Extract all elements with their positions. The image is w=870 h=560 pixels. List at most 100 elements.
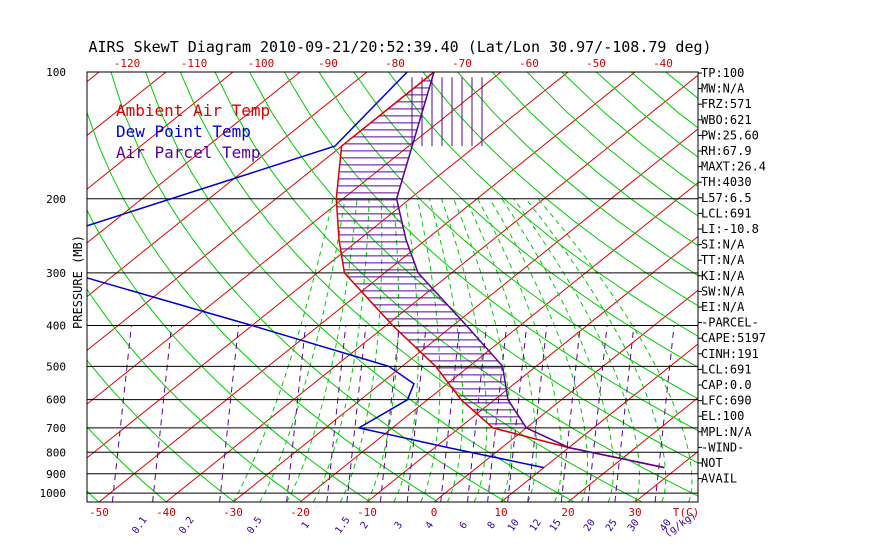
bottom-temp-tick-label: -40 — [156, 506, 176, 519]
side-panel-item: LCL:691 — [701, 362, 752, 376]
grid-lines — [0, 72, 870, 502]
bottom-temp-tick-label: -10 — [357, 506, 377, 519]
dry-adiabat-line — [87, 426, 167, 502]
pressure-tick-label: 1000 — [40, 487, 67, 500]
moist-adiabat-line — [513, 198, 641, 502]
top-temp-tick-label: -40 — [653, 57, 673, 70]
mixing-ratio-label: 4 — [424, 520, 436, 531]
mixing-ratio-line — [560, 325, 581, 502]
x-axis-label: T(C) — [673, 506, 700, 519]
moist-adiabat-line — [232, 198, 334, 502]
mixing-ratio-line — [326, 325, 347, 502]
isotherm-line — [232, 128, 698, 502]
dry-adiabat-line — [0, 72, 31, 502]
side-panel-item: EL:100 — [701, 409, 744, 423]
dry-adiabat-line — [283, 72, 698, 432]
dry-adiabat-line — [526, 72, 698, 217]
dry-adiabat-line — [214, 72, 698, 497]
moist-adiabat-line — [489, 198, 589, 502]
dry-adiabat-line — [87, 110, 439, 502]
isotherm-line — [433, 289, 698, 502]
side-panel-item: CAP:0.0 — [701, 378, 752, 392]
side-panel-item: LCL:691 — [701, 206, 752, 220]
side-panel-item: KI:N/A — [701, 269, 745, 283]
mixing-ratio-label: 1 — [300, 520, 312, 531]
moist-adiabat-line — [441, 198, 488, 502]
isotherm-line — [87, 72, 569, 459]
mixing-ratio-label: 8 — [486, 520, 498, 531]
side-panel-item: EI:N/A — [701, 300, 745, 314]
side-panel-item: L57:6.5 — [701, 191, 752, 205]
top-temp-tick-label: -60 — [519, 57, 539, 70]
dry-adiabat-line — [87, 209, 371, 502]
dry-adiabat-line — [249, 72, 698, 464]
side-panel-item: WBO:621 — [701, 113, 752, 127]
dew-point-line — [87, 72, 545, 469]
dry-adiabat-line — [492, 72, 698, 247]
top-temp-tick-label: -120 — [114, 57, 141, 70]
isotherm-line — [299, 182, 698, 502]
top-temp-tick-label: -50 — [586, 57, 606, 70]
side-panel-item: AVAIL — [701, 472, 737, 486]
isotherm-line — [836, 72, 870, 502]
chart-title: AIRS SkewT Diagram 2010-09-21/20:52:39.4… — [88, 38, 711, 56]
moist-adiabat-line — [393, 198, 419, 502]
top-temp-tick-label: -110 — [181, 57, 208, 70]
mixing-ratio-line — [587, 325, 608, 502]
mixing-ratio-label: 25 — [604, 517, 620, 533]
side-panel-item: TT:N/A — [701, 253, 745, 267]
side-panel-item: -PARCEL- — [701, 316, 759, 330]
isotherm-line — [769, 72, 870, 502]
bottom-temp-tick-label: 30 — [628, 506, 641, 519]
moist-adiabat-line — [312, 198, 370, 502]
mixing-ratio-label: 12 — [528, 517, 544, 533]
mixing-ratio-label: 0.5 — [245, 515, 264, 536]
isotherm-line — [165, 74, 698, 502]
mixing-ratio-label: 1.5 — [333, 515, 352, 536]
cape-hatching — [336, 77, 524, 425]
mixing-ratio-line — [379, 325, 400, 502]
moist-adiabat-line — [259, 198, 346, 502]
mixing-ratio-label: 20 — [582, 517, 598, 533]
pressure-tick-label: 100 — [46, 66, 66, 79]
top-temp-tick-label: -80 — [385, 57, 405, 70]
top-temp-tick-label: -70 — [452, 57, 472, 70]
side-panel-item: NOT — [701, 456, 723, 470]
mixing-ratio-line — [487, 325, 508, 502]
pressure-tick-label: 900 — [46, 468, 66, 481]
mixing-ratio-line — [440, 325, 461, 502]
side-panel-item: LFC:690 — [701, 394, 752, 408]
bottom-temp-tick-label: -30 — [223, 506, 243, 519]
top-temp-tick-label: -90 — [318, 57, 338, 70]
legend-entry: Air Parcel Temp — [116, 143, 261, 162]
side-panel-item: MAXT:26.4 — [701, 160, 766, 174]
side-panel-item: -WIND- — [701, 440, 744, 454]
moist-adiabat-line — [525, 198, 667, 502]
profile-series — [87, 72, 665, 469]
bottom-temp-tick-label: -50 — [89, 506, 109, 519]
dry-adiabat-line — [457, 72, 698, 277]
side-panel-item: RH:67.9 — [701, 144, 752, 158]
side-panel-item: SI:N/A — [701, 238, 745, 252]
mixing-ratio-line — [654, 325, 675, 502]
plot-frame — [86, 71, 699, 503]
dry-adiabat-line — [665, 72, 698, 100]
bottom-temp-tick-label: 10 — [494, 506, 507, 519]
bottom-temp-tick-label: -20 — [290, 506, 310, 519]
dry-adiabat-line — [422, 72, 698, 307]
dry-adiabat-line — [87, 288, 303, 502]
moist-adiabat-line — [465, 198, 537, 502]
side-panel-item: CINH:191 — [701, 347, 759, 361]
isotherm-line — [366, 235, 698, 502]
moist-adiabat-line — [416, 198, 441, 502]
side-panel-item: LI:-10.8 — [701, 222, 759, 236]
side-panel-item: SW:N/A — [701, 284, 745, 298]
dry-adiabat-line — [805, 72, 870, 502]
mixing-ratio-line — [111, 325, 132, 502]
side-panel-item: CAPE:5197 — [701, 331, 766, 345]
pressure-tick-label: 700 — [46, 422, 66, 435]
mixing-ratio-label: 15 — [548, 517, 564, 533]
pressure-tick-label: 200 — [46, 193, 66, 206]
legend: Ambient Air Temp Dew Point Temp Air Parcel… — [116, 101, 270, 162]
bottom-temp-tick-label: 20 — [561, 506, 574, 519]
